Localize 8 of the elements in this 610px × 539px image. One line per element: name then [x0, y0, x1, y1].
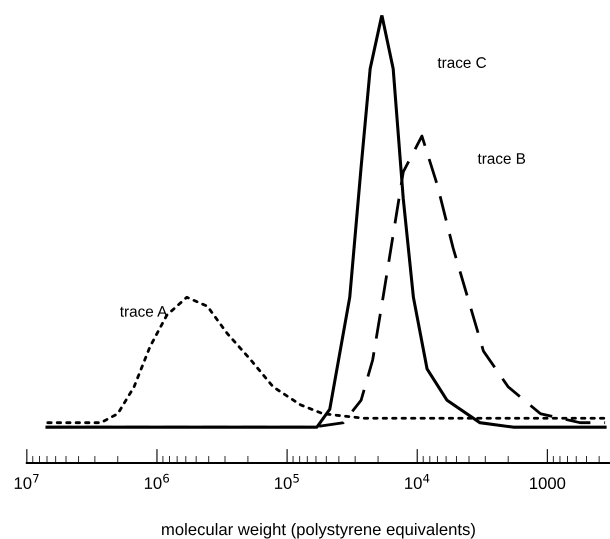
x-tick-label: 10$^{5}$ [275, 474, 299, 490]
x-tick-label: 10$^{6}$ [144, 474, 170, 490]
x-axis-title: molecular weight (polystyrene equivalents) [162, 522, 475, 539]
x-tick-label: 10$^{7}$ [14, 474, 39, 490]
x-tick-label: 1000 [530, 477, 566, 490]
text: trace C [438, 57, 486, 68]
x-tick-label: 10$^{4}$ [405, 474, 430, 490]
text: trace B [478, 153, 526, 164]
